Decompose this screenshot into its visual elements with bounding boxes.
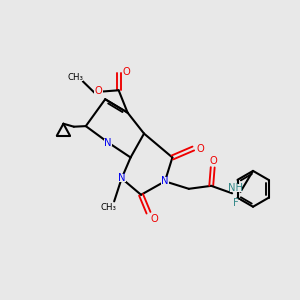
FancyBboxPatch shape xyxy=(118,175,126,182)
Text: O: O xyxy=(122,68,130,77)
Text: NH: NH xyxy=(228,183,243,193)
Text: N: N xyxy=(104,137,112,148)
Text: O: O xyxy=(150,214,158,224)
Text: N: N xyxy=(118,173,125,183)
FancyBboxPatch shape xyxy=(209,157,218,164)
Text: CH₃: CH₃ xyxy=(67,73,83,82)
FancyBboxPatch shape xyxy=(230,184,242,192)
Text: O: O xyxy=(209,156,217,166)
FancyBboxPatch shape xyxy=(101,204,116,212)
Text: N: N xyxy=(161,176,169,186)
Text: O: O xyxy=(197,143,205,154)
Text: O: O xyxy=(95,86,103,96)
FancyBboxPatch shape xyxy=(161,178,169,185)
Text: F: F xyxy=(233,198,239,208)
Text: CH₃: CH₃ xyxy=(100,203,116,212)
FancyBboxPatch shape xyxy=(104,139,112,146)
FancyBboxPatch shape xyxy=(94,87,103,95)
FancyBboxPatch shape xyxy=(122,69,130,76)
FancyBboxPatch shape xyxy=(68,74,83,82)
FancyBboxPatch shape xyxy=(196,145,205,152)
FancyBboxPatch shape xyxy=(150,215,158,222)
FancyBboxPatch shape xyxy=(232,200,240,207)
